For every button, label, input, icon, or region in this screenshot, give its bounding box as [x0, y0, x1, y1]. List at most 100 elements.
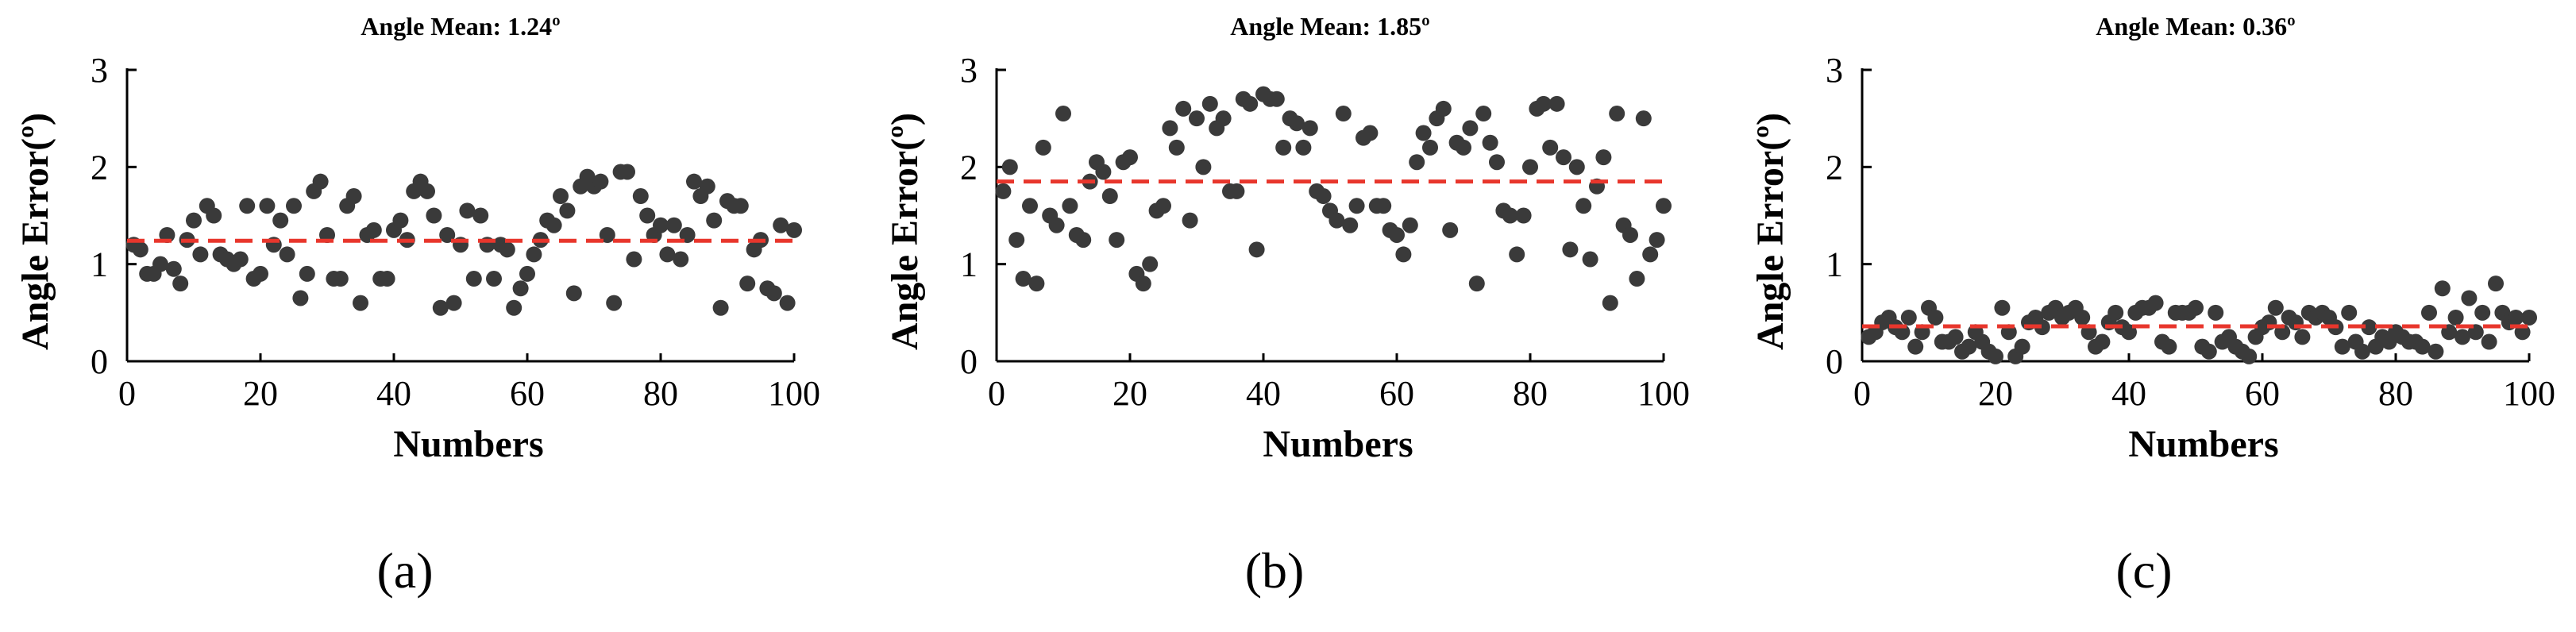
data-point: [1142, 256, 1159, 272]
data-point: [1375, 198, 1392, 214]
data-point: [2461, 290, 2478, 306]
data-point: [1994, 299, 2011, 316]
data-point: [152, 256, 168, 272]
data-point: [1562, 241, 1579, 258]
data-point: [1048, 217, 1065, 233]
data-point: [779, 295, 796, 311]
data-point: [1548, 95, 1565, 112]
data-point: [2361, 319, 2377, 336]
data-point: [2107, 304, 2124, 321]
panel-caption: (b): [1245, 542, 1305, 599]
data-point: [1182, 212, 1198, 229]
x-tick-label: 80: [1513, 374, 1548, 413]
data-point: [559, 202, 576, 219]
data-point: [1301, 120, 1318, 137]
data-point: [2521, 309, 2537, 326]
x-tick-label: 0: [1853, 374, 1871, 413]
data-point: [1195, 159, 1212, 175]
data-point: [1462, 120, 1479, 137]
data-point: [1602, 295, 1618, 311]
panel-caption: (c): [2115, 542, 2172, 599]
data-point: [1155, 198, 1171, 214]
data-point: [512, 280, 529, 297]
data-point: [699, 178, 715, 195]
data-point: [1442, 222, 1459, 238]
y-tick-label: 1: [91, 245, 108, 284]
data-point: [2447, 309, 2464, 326]
data-point: [1109, 232, 1125, 249]
data-point: [299, 265, 315, 282]
data-point: [1415, 125, 1432, 141]
y-tick-label: 2: [960, 148, 978, 187]
data-point: [712, 299, 729, 316]
data-point: [459, 202, 476, 219]
data-point: [1189, 110, 1205, 127]
data-point: [1228, 183, 1245, 199]
data-point: [506, 299, 523, 316]
x-axis-label: Numbers: [1263, 423, 1413, 465]
data-point: [2014, 338, 2030, 355]
data-point: [1502, 207, 1518, 224]
data-point: [1022, 198, 1038, 214]
y-tick-label: 2: [1826, 148, 1843, 187]
data-point: [2455, 329, 2470, 345]
data-point: [1656, 198, 1672, 214]
data-point: [1342, 217, 1359, 233]
data-point: [2341, 304, 2358, 321]
data-point: [1629, 271, 1645, 287]
data-point: [1542, 139, 1559, 156]
y-tick-label: 3: [960, 51, 978, 90]
data-point: [1162, 120, 1178, 137]
data-point: [292, 290, 309, 306]
data-point: [1575, 198, 1592, 214]
data-point: [1315, 188, 1332, 205]
y-tick-label: 0: [91, 342, 108, 381]
data-point: [1389, 226, 1405, 243]
data-point: [1409, 154, 1425, 171]
data-point: [1556, 149, 1571, 166]
data-point: [172, 276, 189, 292]
y-tick-label: 0: [1826, 342, 1843, 381]
data-point: [392, 212, 409, 229]
data-point: [773, 217, 789, 233]
data-point: [312, 173, 329, 190]
data-point: [1609, 106, 1625, 122]
data-point: [1489, 154, 1505, 171]
data-point: [2147, 295, 2164, 311]
data-point: [1635, 110, 1652, 127]
data-point: [259, 198, 276, 214]
data-point: [995, 183, 1012, 199]
data-point: [619, 164, 635, 180]
data-point: [659, 246, 676, 263]
data-point: [1001, 159, 1018, 175]
data-point: [2094, 333, 2111, 350]
data-point: [1961, 338, 1977, 355]
data-point: [379, 271, 395, 287]
data-point: [2294, 329, 2311, 345]
data-point: [739, 276, 756, 292]
data-point: [653, 217, 669, 233]
chart-panel-a: Angle Mean: 1.24º 0 1 2 3 0 20 40 60 80 100 Numbers…: [14, 12, 820, 599]
x-tick-label: 40: [376, 374, 411, 413]
data-point: [279, 246, 295, 263]
y-tick-label: 2: [91, 148, 108, 187]
chart-title: Angle Mean: 1.85º: [1230, 12, 1429, 40]
y-tick-label: 0: [960, 342, 978, 381]
data-point: [1055, 106, 1071, 122]
data-point: [1988, 348, 2003, 364]
y-tick-label: 3: [91, 51, 108, 90]
data-point: [432, 299, 449, 316]
y-tick-label: 1: [960, 245, 978, 284]
data-point: [519, 265, 535, 282]
data-point: [1008, 232, 1025, 249]
data-point: [253, 265, 268, 282]
data-point: [606, 295, 623, 311]
x-tick-label: 20: [1978, 374, 2013, 413]
data-point: [232, 251, 249, 268]
chart-panel-b: Angle Mean: 1.85º 0 1 2 3 0 20 40 60 80 100 Numbers…: [884, 12, 1690, 599]
data-point: [2481, 333, 2497, 350]
x-tick-label: 40: [1246, 374, 1281, 413]
x-tick-label: 100: [1637, 374, 1690, 413]
data-point: [1456, 139, 1471, 156]
